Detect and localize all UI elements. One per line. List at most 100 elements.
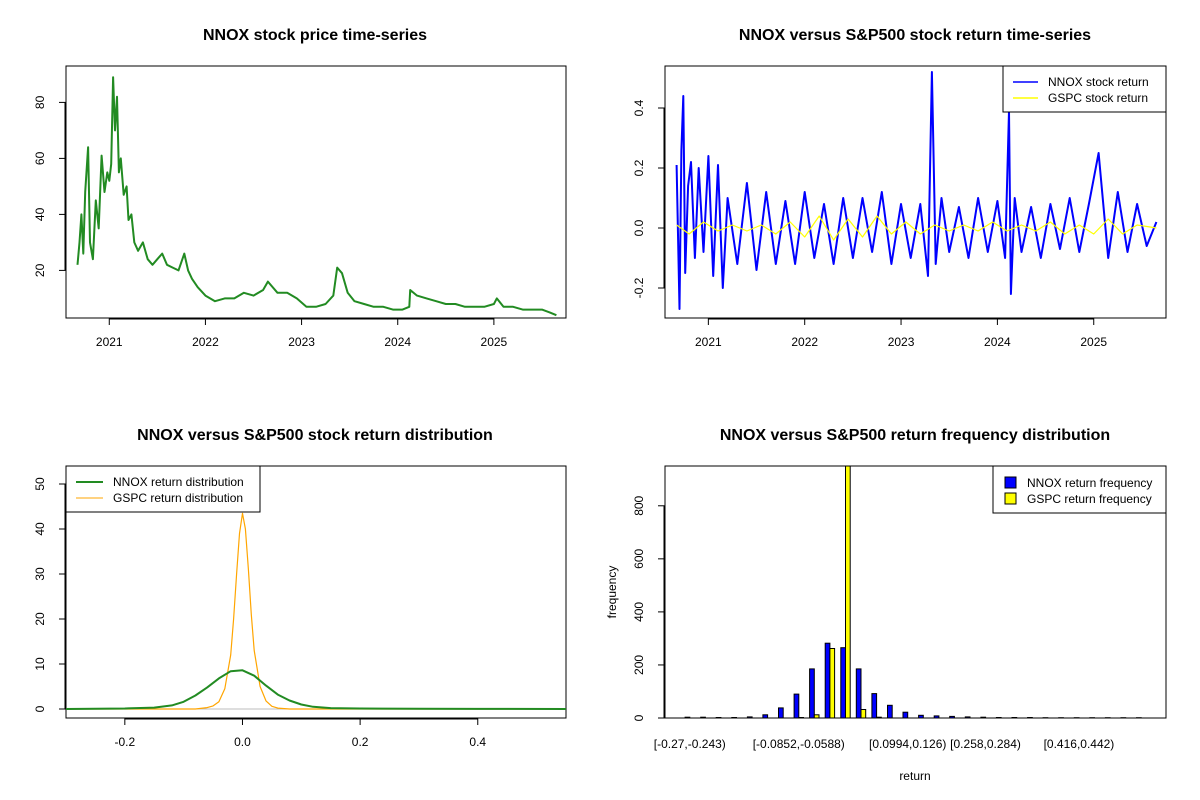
legend-box [992,465,1167,514]
x-tick-label: 0.2 [352,735,369,749]
histogram-bar [813,714,820,719]
panel-price-series: NNOX stock price time-series 2021 2022 202… [33,27,567,349]
legend-label: GSPC stock return [1048,91,1148,105]
y-tick-label: 600 [632,549,646,569]
legend-label: NNOX return frequency [1027,476,1152,490]
y-tick-label: 30 [33,567,47,581]
plot-area [76,76,557,317]
histogram-bar [902,711,909,719]
y-tick-label: 80 [33,95,47,109]
plot-area [675,71,1158,310]
x-tick-label: 2021 [96,335,123,349]
plot-frame [664,465,1167,719]
legend-swatch [1004,476,1017,489]
histogram-bar [995,717,1002,719]
legend-label: GSPC return distribution [113,491,243,505]
y-tick-label: -0.2 [632,277,646,298]
legend-swatch [1004,492,1017,505]
x-tick-label: 2025 [1080,335,1107,349]
legend-label: NNOX return distribution [113,475,244,489]
x-tick-label: 2022 [192,335,219,349]
y-tick-label: 0 [33,705,47,712]
y-tick-label: 200 [632,655,646,675]
plot-frame [65,465,567,719]
x-tick-label: 2023 [288,335,315,349]
axes: 2021 2022 2023 2024 2025 20 40 60 80 [33,95,508,349]
histogram-bar [964,716,971,719]
y-tick-label: 0.4 [632,99,646,116]
histogram-bar [798,717,804,719]
histogram-bar [855,668,862,719]
x-tick-label: 2022 [791,335,818,349]
y-tick-label: 50 [33,477,47,491]
y-tick-label: 40 [33,522,47,536]
x-tick-label: 0.0 [234,735,251,749]
legend: NNOX stock return GSPC stock return [1002,65,1167,113]
histogram-bar [793,693,800,719]
histogram-bar [876,716,882,719]
x-axis-label: return [899,769,930,783]
histogram-bar [845,465,851,719]
histogram-bar [980,716,987,719]
panel-return-series: NNOX versus S&P500 stock return time-ser… [632,27,1167,349]
y-tick-label: 800 [632,495,646,515]
gspc-density-line [66,512,566,710]
x-tick-label: 2024 [984,335,1011,349]
axes: 2021 2022 2023 2024 2025 -0.2 0.0 0.2 0.4 [632,99,1107,349]
y-axis-label: frequency [605,566,619,619]
y-tick-label: 60 [33,151,47,165]
axes: -0.2 0.0 0.2 0.4 0 10 20 30 40 50 [33,477,486,749]
x-tick-label: [0.258,0.284) [950,737,1021,751]
plot-area [684,465,1142,719]
x-tick-label: 2024 [384,335,411,349]
histogram-bar [778,707,784,719]
plot-area [65,512,567,710]
histogram-bar [949,715,955,719]
legend-label: NNOX stock return [1048,75,1149,89]
histogram-bar [860,709,867,719]
chart-title: NNOX versus S&P500 stock return time-ser… [739,27,1091,44]
histogram-bar [762,714,769,719]
histogram-bar [715,717,722,719]
histogram-bar [809,668,815,719]
x-tick-label: 2021 [695,335,722,349]
histogram-bar [933,715,940,719]
plot-frame [664,65,1167,319]
legend-label: GSPC return frequency [1027,492,1152,506]
chart-title: NNOX versus S&P500 stock return distribu… [137,427,493,444]
histogram-bar [840,647,846,719]
y-tick-label: 20 [33,263,47,277]
x-tick-label: 2023 [888,335,915,349]
x-tick-label: [-0.27,-0.243) [654,737,726,751]
nnox-density-line [65,669,567,710]
y-tick-label: 0 [632,714,646,721]
price-line [76,76,557,317]
y-tick-label: 40 [33,207,47,221]
histogram-bar [887,704,893,719]
legend: NNOX return distribution GSPC return dis… [65,465,261,513]
chart-title: NNOX versus S&P500 return frequency dist… [720,427,1110,444]
x-tick-label: [0.416,0.442) [1044,737,1115,751]
histogram-bar [746,716,753,719]
x-tick-label: [-0.0852,-0.0588) [753,737,845,751]
histogram-bar [829,648,836,719]
chart-title: NNOX stock price time-series [203,27,427,44]
y-tick-label: 400 [632,602,646,622]
x-tick-label: 0.4 [469,735,486,749]
histogram-bar [731,717,737,719]
histogram-bar [700,716,706,719]
legend-box [65,465,261,513]
x-tick-label: -0.2 [114,735,135,749]
y-tick-label: 10 [33,657,47,671]
x-tick-label: [0.0994,0.126) [869,737,946,751]
histogram-bar [871,693,878,719]
histogram-bar [824,642,831,719]
histogram-bar [684,716,691,719]
panel-return-density: NNOX versus S&P500 stock return distribu… [33,427,567,749]
legend-box [1002,65,1167,113]
y-tick-label: 0.0 [632,219,646,236]
y-tick-label: 20 [33,612,47,626]
histogram-bar [1011,717,1018,719]
gspc-return-line [676,215,1157,241]
